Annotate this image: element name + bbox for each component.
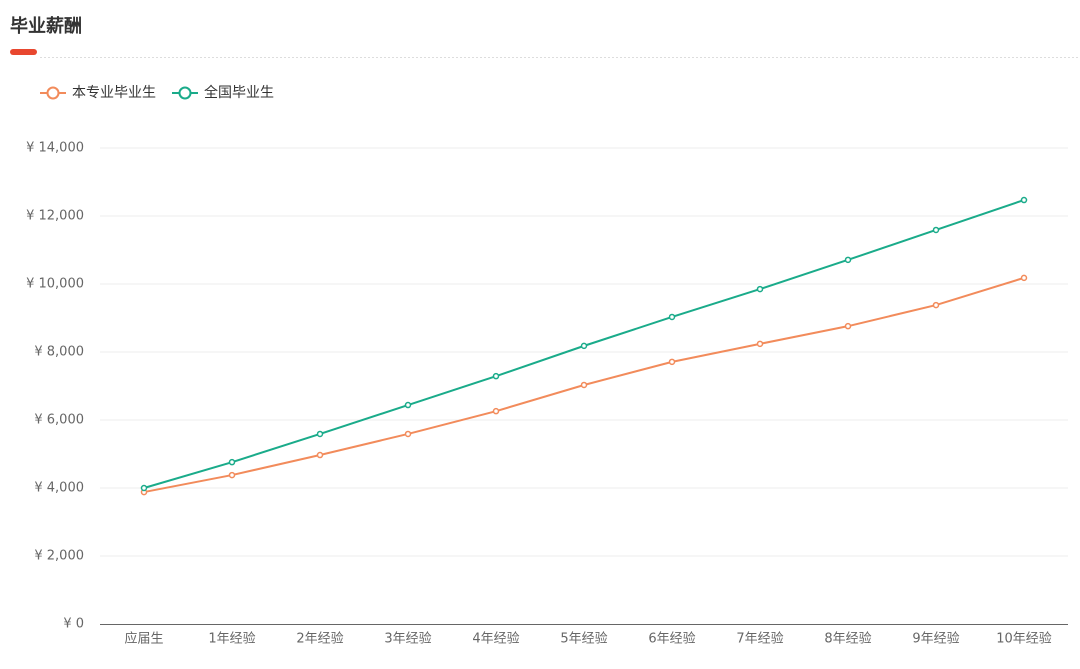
y-tick-label: ¥ 10,000 bbox=[26, 277, 84, 292]
y-tick-label: ¥ 2,000 bbox=[34, 549, 84, 564]
x-tick-label: 9年经验 bbox=[912, 631, 959, 647]
y-tick-label: ¥ 0 bbox=[63, 617, 84, 632]
x-tick-label: 5年经验 bbox=[560, 631, 607, 647]
y-tick-label: ¥ 6,000 bbox=[34, 413, 84, 428]
data-point bbox=[580, 342, 588, 350]
data-point bbox=[1020, 274, 1028, 282]
x-tick-label: 3年经验 bbox=[384, 631, 431, 647]
data-point bbox=[756, 340, 764, 348]
data-point bbox=[844, 256, 852, 264]
x-tick-label: 7年经验 bbox=[736, 631, 783, 647]
data-point bbox=[668, 358, 676, 366]
y-tick-label: ¥ 4,000 bbox=[34, 481, 84, 496]
data-point bbox=[756, 285, 764, 293]
data-point bbox=[844, 322, 852, 330]
legend-marker bbox=[178, 86, 192, 100]
title-underline bbox=[10, 49, 37, 55]
x-tick-label: 4年经验 bbox=[472, 631, 519, 647]
data-point bbox=[404, 430, 412, 438]
data-point bbox=[668, 313, 676, 321]
x-tick-label: 10年经验 bbox=[996, 631, 1052, 647]
data-point bbox=[404, 401, 412, 409]
legend-label: 全国毕业生 bbox=[204, 84, 274, 101]
x-tick-label: 6年经验 bbox=[648, 631, 695, 647]
data-point bbox=[1020, 196, 1028, 204]
data-point bbox=[580, 381, 588, 389]
data-point bbox=[228, 471, 236, 479]
data-point bbox=[316, 430, 324, 438]
y-tick-label: ¥ 8,000 bbox=[34, 345, 84, 360]
data-point bbox=[492, 407, 500, 415]
legend-label: 本专业毕业生 bbox=[72, 85, 156, 101]
data-point bbox=[228, 458, 236, 466]
y-tick-label: ¥ 14,000 bbox=[26, 141, 84, 156]
data-point bbox=[492, 372, 500, 380]
x-tick-label: 应届生 bbox=[124, 631, 163, 647]
chart-title: 毕业薪酬 bbox=[10, 15, 82, 37]
data-point bbox=[316, 451, 324, 459]
x-tick-label: 8年经验 bbox=[824, 631, 871, 647]
data-point bbox=[140, 484, 148, 492]
x-tick-label: 2年经验 bbox=[296, 631, 343, 647]
legend-marker bbox=[46, 86, 60, 100]
x-tick-label: 1年经验 bbox=[208, 631, 255, 647]
data-point bbox=[932, 226, 940, 234]
data-point bbox=[932, 301, 940, 309]
y-tick-label: ¥ 12,000 bbox=[26, 209, 84, 224]
